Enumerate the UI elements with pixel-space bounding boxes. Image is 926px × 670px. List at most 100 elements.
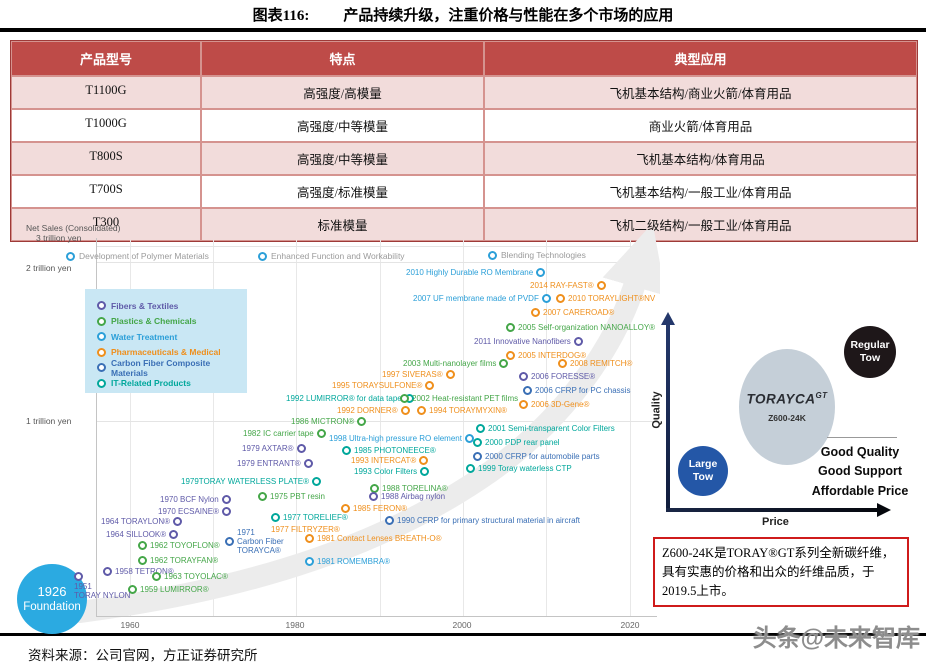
phase-label: Enhanced Function and Workability — [258, 251, 405, 261]
gridline-v — [463, 240, 464, 617]
x-axis-line — [96, 616, 657, 617]
milestone-label: 1985 FERON® — [341, 504, 407, 514]
legend-item: Pharmaceuticals & Medical — [97, 345, 247, 361]
milestone-label: 2002 Heat-resistant PET films — [400, 394, 518, 404]
milestone-label: 1981 Contact Lenses BREATH-O® — [305, 534, 441, 544]
y-axis-tick-label: 2 trillion yen — [26, 263, 72, 273]
milestone-label: 1995 TORAYSULFONE® — [332, 381, 435, 391]
legend-item: Plastics & Chemicals — [97, 314, 247, 330]
milestone-text: 1986 MICTRON® — [291, 417, 355, 426]
milestone-label: 1993 INTERCAT® — [351, 456, 429, 466]
table-cell: 标准模量 — [201, 208, 484, 241]
milestone-text: 2008 REMITCH® — [570, 359, 633, 368]
milestone-text: 1985 FERON® — [353, 504, 407, 513]
torayca-gt-bubble: TORAYCAGT Z600-24K — [739, 349, 835, 465]
milestone-label: 1992 LUMIRROR® for data tape — [286, 394, 414, 404]
callout-connector-line — [827, 437, 897, 438]
milestone-label: 2006 3D-Gene® — [519, 400, 590, 410]
y-axis-tick-label: 3 trillion yen — [36, 233, 82, 243]
table-cell: T300 — [11, 208, 201, 241]
watermark: 头条@未来智库 — [752, 625, 920, 652]
milestone-dot-icon — [369, 492, 378, 502]
table-cell: 飞机二级结构/一般工业/体育用品 — [484, 208, 917, 241]
table-cell: T800S — [11, 142, 201, 175]
x-axis-tick-label: 2020 — [620, 620, 640, 630]
milestone-text: 1964 TORAYLON® — [101, 517, 171, 526]
milestone-text: 1977 FILTRYZER® — [271, 525, 340, 534]
table-cell: 飞机基本结构/一般工业/体育用品 — [484, 175, 917, 208]
milestone-text: 1958 TETRON® — [115, 567, 174, 576]
table-header-cell: 典型应用 — [484, 41, 917, 76]
model-label: Z600-24K — [768, 412, 806, 423]
milestone-label: 1958 TETRON® — [103, 567, 174, 577]
milestone-dot-icon — [499, 359, 509, 369]
benefit-line: Affordable Price — [811, 483, 909, 498]
milestone-dot-icon — [556, 294, 565, 304]
gridline-h — [96, 262, 656, 263]
milestone-dot-icon — [225, 537, 234, 547]
table-cell: T700S — [11, 175, 201, 208]
milestone-label: 1979TORAY WATERLESS PLATE® — [181, 477, 322, 487]
milestone-label: 1997 SIVERAS® — [382, 370, 455, 380]
milestone-text: 1982 IC carrier tape — [243, 429, 314, 438]
benefit-line: Good Support — [817, 464, 902, 479]
gridline-v — [630, 240, 631, 617]
milestone-label: 1977 FILTRYZER® — [271, 525, 340, 534]
milestone-text: 1992 LUMIRROR® for data tape — [286, 394, 402, 403]
price-axis-arrow-icon — [877, 503, 891, 517]
milestone-text: 1981 ROMEMBRA® — [317, 557, 391, 566]
benefit-line: Good Quality — [820, 445, 900, 459]
milestone-text: 2000 CFRP for automobile parts — [485, 452, 600, 461]
gridline-v — [130, 240, 131, 617]
milestone-dot-icon — [169, 530, 179, 540]
milestone-dot-icon — [523, 386, 532, 396]
milestone-text: 2011 Innovative Nanofibers — [474, 337, 571, 346]
legend-dot-icon — [97, 332, 106, 342]
gridline-h — [96, 246, 656, 247]
regular-tow-bubble: Regular Tow — [844, 326, 896, 378]
milestone-text: 2006 3D-Gene® — [531, 400, 590, 409]
quality-axis-line — [666, 324, 670, 512]
milestone-dot-icon — [541, 294, 551, 304]
footer-divider — [0, 633, 926, 636]
milestone-dot-icon — [417, 406, 426, 416]
milestone-label: 1975 PBT resin — [258, 492, 325, 502]
phase-dot-icon — [66, 251, 75, 261]
milestone-dot-icon — [138, 556, 147, 566]
milestone-text: 1998 Ultra-high pressure RO element — [329, 434, 462, 443]
milestone-label: 1993 Color Filters — [354, 467, 430, 477]
table-cell: 高强度/中等模量 — [201, 109, 484, 142]
milestone-dot-icon — [103, 567, 112, 577]
milestone-dot-icon — [506, 351, 515, 361]
y-axis-tick-label: 1 trillion yen — [26, 416, 72, 426]
table-cell: 高强度/中等模量 — [201, 142, 484, 175]
milestone-text: 1962 TOYOFLON® — [150, 541, 220, 550]
milestone-text: 1962 TORAYFAN® — [150, 556, 219, 565]
milestone-text: 1951 TORAY NYLON — [74, 582, 131, 601]
milestone-dot-icon — [303, 459, 313, 469]
milestone-label: 1964 SILLOOK® — [106, 530, 179, 540]
table-header-cell: 产品型号 — [11, 41, 201, 76]
milestone-text: 2006 FORESSE® — [531, 372, 596, 381]
milestone-dot-icon — [473, 452, 482, 462]
milestone-dot-icon — [138, 541, 147, 551]
milestone-label: 2006 FORESSE® — [519, 372, 596, 382]
milestone-text: 1993 Color Filters — [354, 467, 418, 476]
table-cell: 飞机基本结构/体育用品 — [484, 142, 917, 175]
milestone-dot-icon — [531, 308, 540, 318]
gridline-v — [213, 240, 214, 617]
milestone-label: 1988 Airbag nylon — [369, 492, 445, 502]
milestone-text: 2014 RAY-FAST® — [530, 281, 594, 290]
milestone-text: 1997 SIVERAS® — [382, 370, 443, 379]
table-cell: T1100G — [11, 76, 201, 109]
growth-arrow — [69, 230, 660, 623]
brand-logo: TORAYCAGT — [746, 391, 828, 407]
milestone-text: 2010 Highly Durable RO Membrane — [406, 268, 534, 277]
milestone-label: 1971 Carbon Fiber TORAYCA® — [225, 528, 284, 556]
milestone-dot-icon — [420, 467, 430, 477]
milestone-text: 1959 LUMIRROR® — [140, 585, 209, 594]
milestone-text: 1970 ECSAINE® — [158, 507, 220, 516]
milestone-label: 2008 REMITCH® — [558, 359, 633, 369]
milestone-dot-icon — [506, 323, 515, 333]
